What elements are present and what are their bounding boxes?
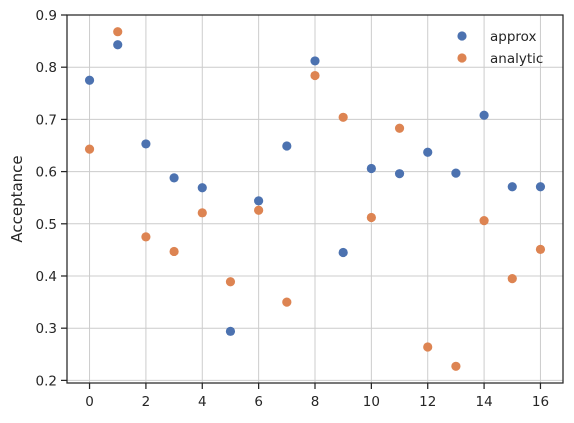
approx-point	[394, 169, 405, 179]
analytic-point	[225, 277, 236, 287]
approx-point	[451, 168, 461, 178]
analytic-point	[394, 123, 405, 133]
analytic-point	[141, 232, 151, 242]
approx-point	[113, 40, 123, 50]
data-points	[84, 27, 546, 371]
approx-point	[254, 196, 264, 206]
x-tick-label: 16	[532, 394, 549, 410]
approx-point	[225, 326, 236, 336]
analytic-legend-marker	[457, 53, 467, 63]
approx-point	[507, 182, 517, 192]
grid	[67, 14, 563, 383]
x-tick-label: 2	[142, 394, 151, 410]
y-axis-ticks: 0.2 0.3 0.4 0.5 0.6 0.7 0.8 0.9	[36, 8, 67, 389]
analytic-point	[535, 244, 546, 254]
y-tick-label: 0.8	[36, 60, 57, 76]
analytic-point	[113, 27, 123, 37]
y-tick-label: 0.3	[36, 321, 57, 337]
y-tick-label: 0.6	[36, 165, 57, 181]
x-tick-label: 12	[419, 394, 436, 410]
approx-point	[366, 163, 376, 174]
legend: approx analytic	[457, 29, 543, 67]
y-tick-label: 0.4	[36, 269, 57, 285]
approx-point	[282, 141, 292, 151]
analytic-legend-label: analytic	[490, 51, 543, 67]
approx-point	[84, 75, 95, 85]
y-tick-label: 0.9	[36, 8, 57, 24]
approx-point	[169, 173, 179, 183]
y-tick-label: 0.5	[36, 217, 57, 233]
approx-point	[197, 183, 207, 193]
analytic-point	[169, 246, 179, 257]
analytic-point	[479, 216, 489, 226]
x-tick-label: 0	[85, 394, 94, 410]
analytic-point	[310, 70, 320, 81]
analytic-point	[282, 297, 292, 307]
x-tick-label: 4	[198, 394, 207, 410]
x-tick-label: 10	[363, 394, 380, 410]
y-axis-label: Acceptance	[8, 155, 26, 242]
approx-legend-label: approx	[490, 29, 537, 45]
y-tick-label: 0.7	[36, 112, 57, 128]
approx-point	[338, 247, 348, 258]
analytic-point	[197, 208, 207, 218]
x-tick-label: 6	[254, 394, 263, 410]
analytic-point	[423, 342, 433, 352]
approx-legend-marker	[457, 31, 467, 41]
approx-point	[479, 110, 489, 120]
analytic-point	[338, 112, 348, 122]
x-tick-label: 14	[475, 394, 492, 410]
approx-point	[535, 182, 546, 192]
approx-point	[141, 139, 151, 149]
analytic-point	[451, 361, 461, 371]
analytic-point	[84, 144, 95, 154]
approx-point	[423, 147, 433, 157]
x-tick-label: 8	[311, 394, 320, 410]
analytic-point	[254, 205, 264, 215]
approx-point	[310, 56, 320, 66]
analytic-point	[366, 212, 376, 223]
x-axis-ticks: 0 2 4 6 8 10 12 14 16	[85, 383, 549, 410]
y-tick-label: 0.2	[36, 373, 57, 389]
analytic-point	[507, 274, 517, 284]
